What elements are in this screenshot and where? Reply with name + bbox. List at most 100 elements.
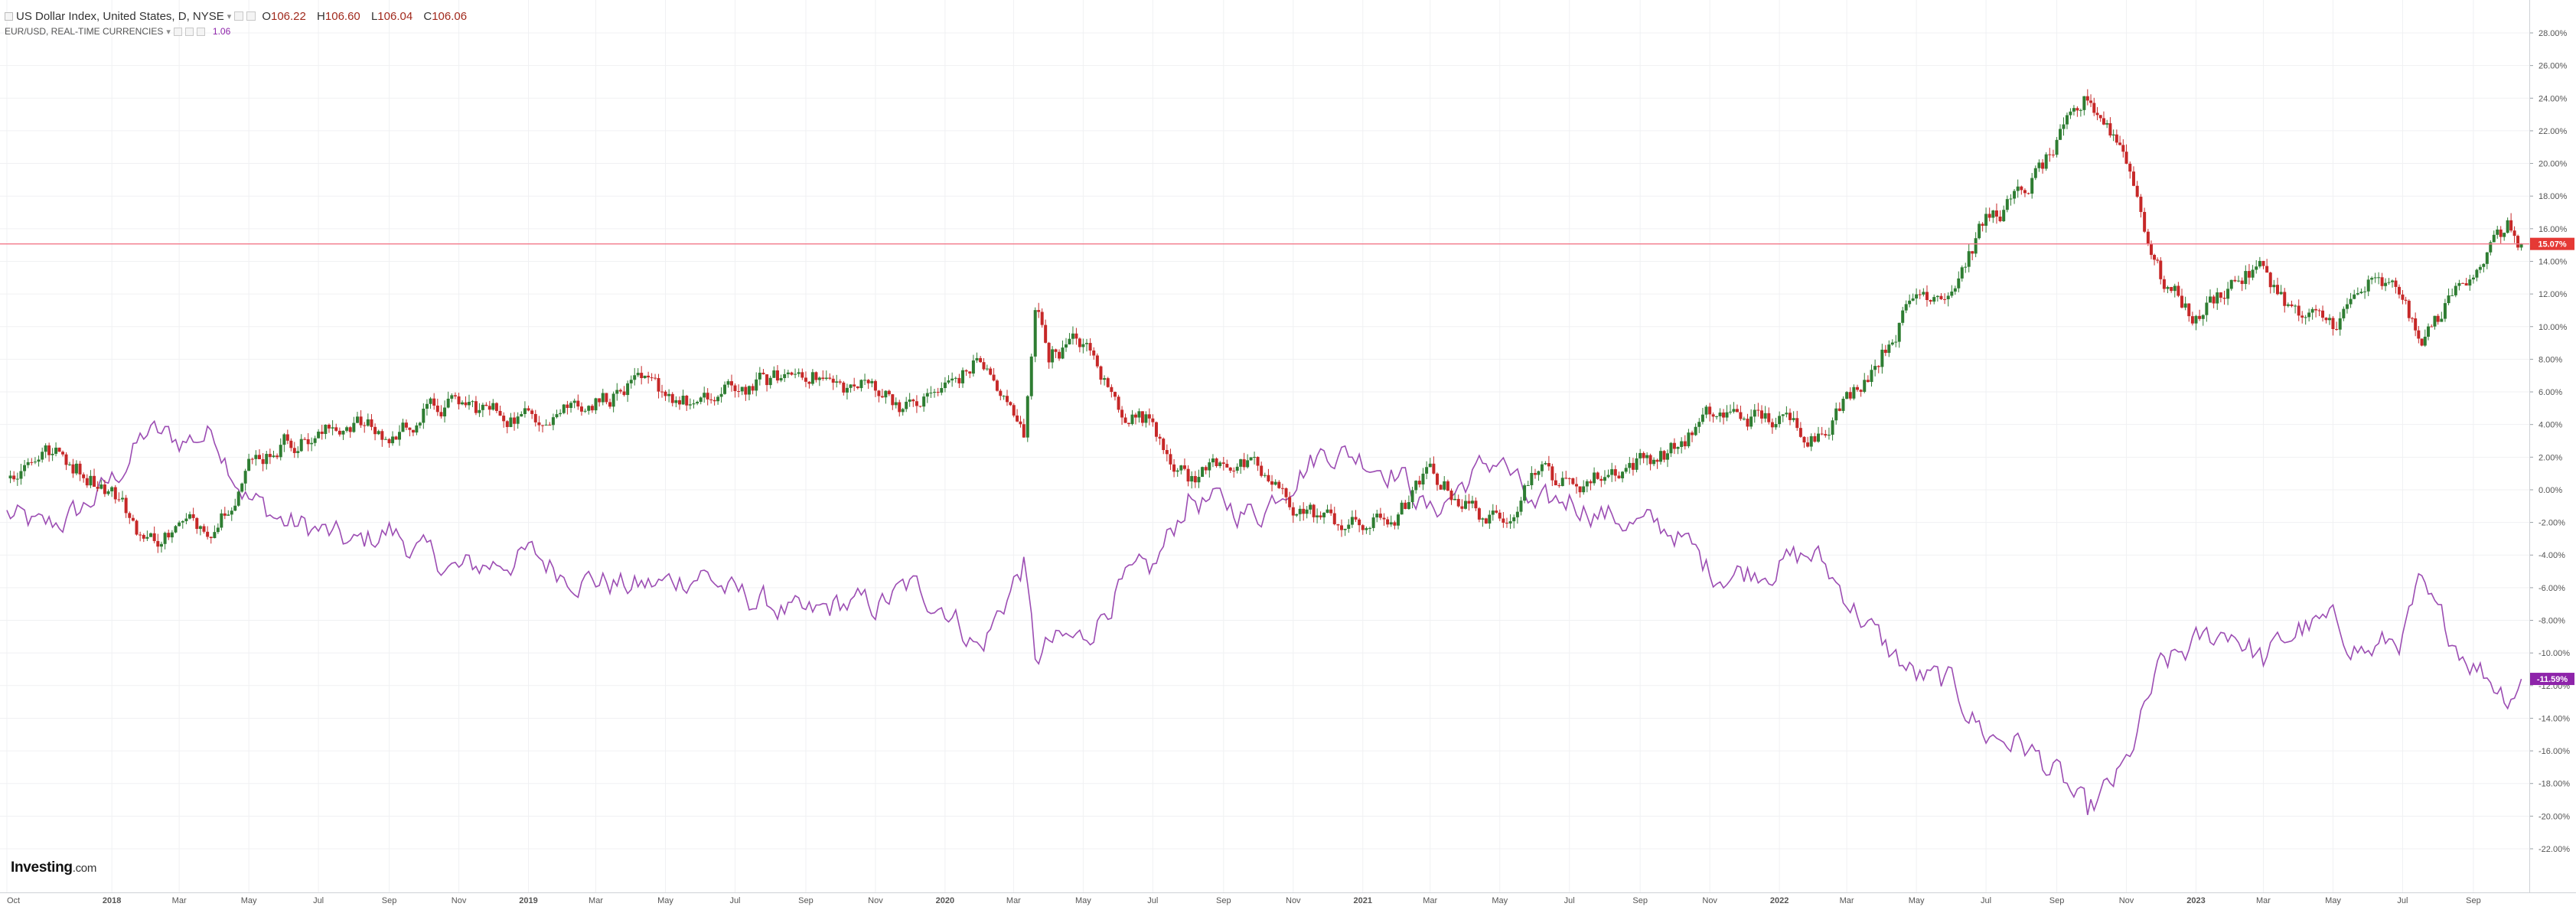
candle[interactable] bbox=[1407, 502, 1410, 509]
candle[interactable] bbox=[1932, 297, 1936, 302]
candle[interactable] bbox=[1770, 422, 1774, 428]
candle[interactable] bbox=[1971, 251, 1974, 254]
candle[interactable] bbox=[1943, 298, 1947, 300]
candle[interactable] bbox=[2391, 280, 2395, 282]
candle[interactable] bbox=[2478, 266, 2482, 270]
candle[interactable] bbox=[1785, 413, 1789, 415]
candle[interactable] bbox=[2135, 185, 2139, 197]
candle[interactable] bbox=[178, 522, 181, 527]
candle[interactable] bbox=[2089, 100, 2093, 103]
candle[interactable] bbox=[1652, 459, 1656, 465]
candle[interactable] bbox=[106, 491, 110, 494]
candle[interactable] bbox=[1831, 420, 1834, 435]
candle[interactable] bbox=[1974, 238, 1978, 254]
candle[interactable] bbox=[2162, 279, 2166, 289]
candle[interactable] bbox=[901, 409, 905, 413]
candle[interactable] bbox=[2506, 220, 2509, 233]
candle[interactable] bbox=[989, 368, 993, 375]
candle[interactable] bbox=[566, 404, 569, 409]
candle[interactable] bbox=[1263, 475, 1267, 476]
candle[interactable] bbox=[2353, 294, 2356, 299]
candle[interactable] bbox=[2414, 318, 2418, 331]
candle[interactable] bbox=[78, 463, 82, 475]
candle[interactable] bbox=[1624, 468, 1628, 472]
candle[interactable] bbox=[1133, 414, 1137, 418]
candle[interactable] bbox=[2201, 315, 2205, 319]
candle[interactable] bbox=[898, 402, 902, 413]
candle[interactable] bbox=[712, 400, 716, 402]
candle[interactable] bbox=[408, 427, 412, 430]
candle[interactable] bbox=[303, 439, 307, 440]
remove-icon[interactable] bbox=[246, 11, 256, 21]
candle[interactable] bbox=[2397, 286, 2401, 295]
candle[interactable] bbox=[2237, 280, 2241, 282]
candle[interactable] bbox=[265, 454, 269, 465]
candle[interactable] bbox=[758, 372, 761, 380]
candle[interactable] bbox=[2338, 318, 2342, 330]
candle[interactable] bbox=[2275, 285, 2279, 295]
candle[interactable] bbox=[1054, 349, 1058, 352]
candle[interactable] bbox=[1512, 517, 1516, 522]
candle[interactable] bbox=[1813, 435, 1817, 442]
candle[interactable] bbox=[1158, 436, 1162, 439]
candle[interactable] bbox=[1425, 467, 1429, 474]
candle[interactable] bbox=[2247, 271, 2251, 278]
candle[interactable] bbox=[2069, 111, 2072, 116]
candle[interactable] bbox=[2095, 113, 2099, 116]
candle[interactable] bbox=[481, 404, 484, 410]
candle[interactable] bbox=[236, 491, 240, 506]
candle[interactable] bbox=[670, 393, 674, 403]
candle[interactable] bbox=[615, 390, 619, 394]
candle[interactable] bbox=[1235, 466, 1239, 471]
candle[interactable] bbox=[605, 393, 608, 403]
candle[interactable] bbox=[1137, 411, 1141, 418]
candle[interactable] bbox=[2471, 277, 2475, 280]
candle[interactable] bbox=[487, 406, 491, 410]
candle[interactable] bbox=[1151, 418, 1155, 422]
candle[interactable] bbox=[1260, 465, 1264, 476]
candle[interactable] bbox=[1016, 415, 1019, 422]
candle[interactable] bbox=[696, 402, 699, 404]
candle[interactable] bbox=[117, 499, 121, 501]
collapse-legend-icon[interactable] bbox=[5, 11, 13, 21]
candle[interactable] bbox=[2180, 295, 2184, 308]
candle[interactable] bbox=[650, 377, 654, 379]
candle[interactable] bbox=[1436, 473, 1440, 485]
candle[interactable] bbox=[2002, 210, 2006, 222]
candle[interactable] bbox=[831, 378, 835, 383]
candle[interactable] bbox=[1621, 471, 1625, 478]
candle[interactable] bbox=[296, 451, 300, 453]
candle[interactable] bbox=[272, 455, 276, 458]
candle[interactable] bbox=[276, 455, 279, 458]
candle[interactable] bbox=[936, 392, 940, 393]
candle[interactable] bbox=[1064, 344, 1068, 348]
candle[interactable] bbox=[537, 422, 541, 426]
candle[interactable] bbox=[1439, 484, 1443, 490]
candle[interactable] bbox=[1084, 343, 1088, 344]
candle[interactable] bbox=[135, 520, 139, 535]
candle[interactable] bbox=[1358, 519, 1361, 526]
candle[interactable] bbox=[562, 404, 566, 413]
candle[interactable] bbox=[1029, 356, 1033, 396]
candle[interactable] bbox=[590, 406, 594, 411]
candle[interactable] bbox=[1316, 515, 1319, 517]
candle[interactable] bbox=[85, 478, 89, 486]
candle[interactable] bbox=[279, 445, 282, 458]
candle[interactable] bbox=[310, 442, 314, 445]
candle[interactable] bbox=[1708, 406, 1712, 415]
candle[interactable] bbox=[2407, 300, 2411, 318]
candle[interactable] bbox=[1929, 299, 1932, 302]
candle[interactable] bbox=[1571, 478, 1575, 484]
candle[interactable] bbox=[1964, 266, 1968, 268]
candle[interactable] bbox=[1123, 417, 1127, 423]
candle[interactable] bbox=[387, 439, 391, 444]
candle[interactable] bbox=[1691, 432, 1694, 435]
candle[interactable] bbox=[527, 408, 530, 411]
candle[interactable] bbox=[1994, 210, 1998, 217]
candle[interactable] bbox=[2286, 304, 2290, 306]
candle[interactable] bbox=[1735, 409, 1739, 413]
candle[interactable] bbox=[2205, 302, 2209, 315]
candle[interactable] bbox=[1273, 481, 1277, 485]
candle[interactable] bbox=[1855, 387, 1859, 390]
candle[interactable] bbox=[2033, 168, 2037, 178]
